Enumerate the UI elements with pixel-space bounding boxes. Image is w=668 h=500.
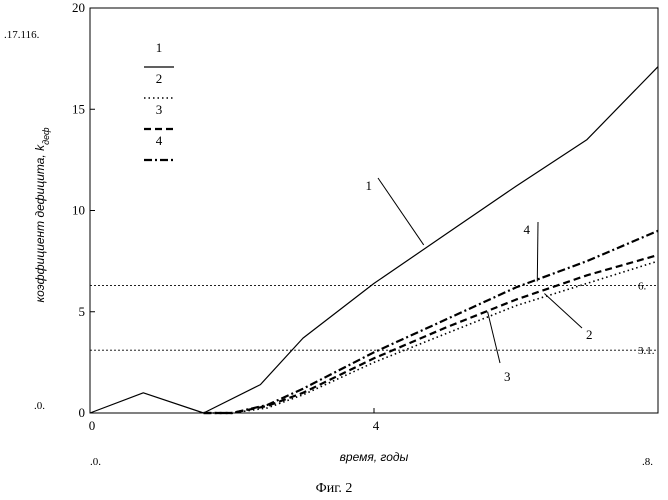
y-tick-label: 10 [72,203,85,218]
x-axis-title: время, годы [340,450,409,464]
y-tick-label: 0 [79,405,86,420]
callout-label-3: 3 [504,369,511,384]
callout-label-2: 2 [586,327,593,342]
x-axis-lower-limit-label: .0. [90,456,101,468]
series-line-1 [90,67,658,413]
y-tick-label: 5 [79,304,86,319]
y-tick-label: 20 [72,0,85,15]
reference-line-label: 6. [638,280,647,292]
callout-leader-3 [488,312,500,363]
plot-area: 0 5 10 15 20 0 4 .17.116. .0. .0. .8. 6. 3.1. 1 2 3 4 1 4 2… [4,0,658,468]
x-tick-label: 0 [89,418,96,433]
legend-label: 1 [156,40,163,55]
y-axis-title-text: коэффициент дефицита, k [33,144,47,303]
callout-label-4: 4 [524,222,531,237]
callout-leader-1 [378,178,424,245]
x-tick-label: 4 [373,418,380,433]
x-axis-upper-limit-label: .8. [642,456,653,468]
y-axis-lower-limit-label: .0. [34,400,45,412]
callout-leader-2 [544,294,582,328]
y-axis-title-subscript: деф [41,127,51,145]
callout-leader-4 [537,222,538,281]
y-axis-title: коэффициент дефицита, kдеф [33,127,51,302]
legend-label: 2 [156,71,163,86]
y-axis-upper-limit-label: .17.116. [4,29,40,41]
legend-label: 4 [156,133,163,148]
legend-label: 3 [156,102,163,117]
series-line-4 [204,231,658,413]
figure-caption: Фиг. 2 [316,481,353,496]
y-tick-label: 15 [72,101,85,116]
callout-label-1: 1 [366,178,373,193]
reference-line-label: 3.1. [638,345,655,357]
